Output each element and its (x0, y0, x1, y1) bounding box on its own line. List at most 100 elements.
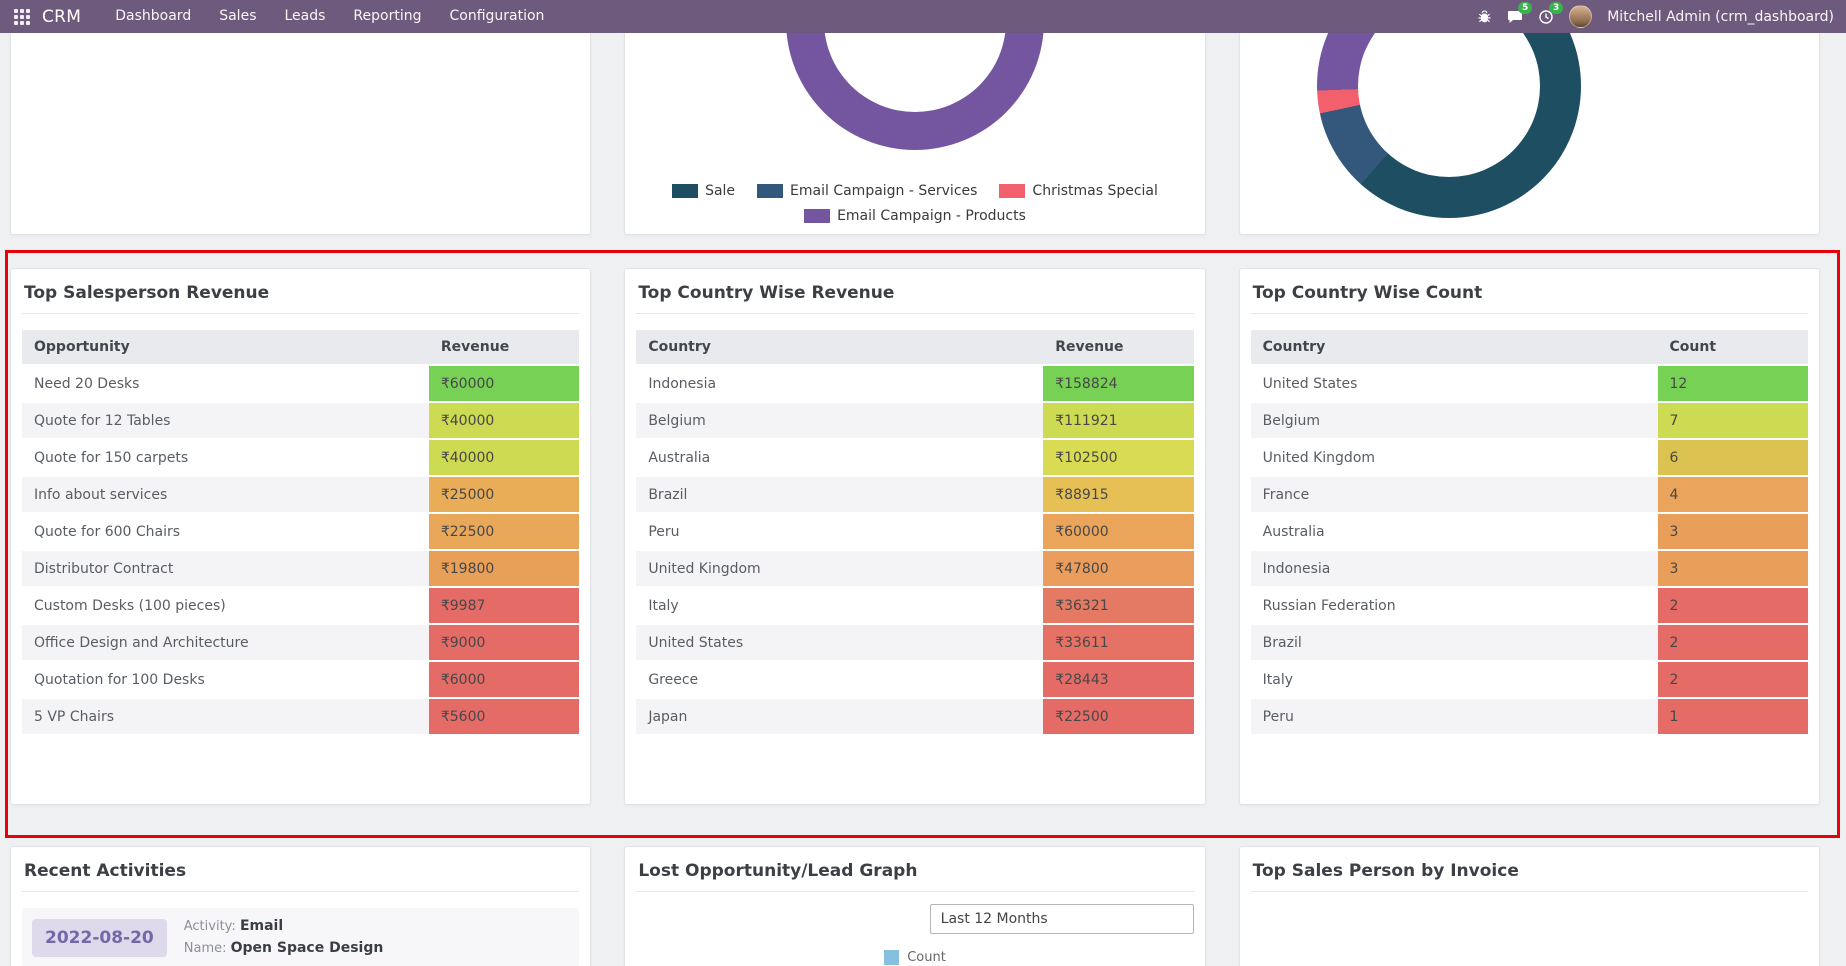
menu-sales[interactable]: Sales (219, 8, 257, 24)
legend-swatch (757, 184, 784, 198)
table-row: Quote for 600 Chairs ₹22500 (22, 513, 580, 551)
activities-clock-icon[interactable]: 3 (1538, 1, 1564, 25)
top-navbar: CRM Dashboard Sales Leads Reporting Conf… (0, 0, 1846, 33)
row-label: Belgium (636, 402, 1044, 440)
table-row: Greece ₹28443 (636, 661, 1194, 699)
card-title: Lost Opportunity/Lead Graph (636, 861, 1194, 892)
activity-list-item: 2022-08-20 Activity: Email Name: Open Sp… (22, 908, 580, 966)
country-donut-chart (1317, 33, 1582, 218)
period-filter-select[interactable]: Last 12 Months (929, 904, 1194, 934)
menu-reporting[interactable]: Reporting (353, 8, 422, 24)
table-row: Quotation for 100 Desks ₹6000 (22, 661, 580, 699)
apps-grid-icon[interactable] (14, 8, 30, 25)
row-label: France (1250, 476, 1658, 514)
row-value: 2 (1657, 624, 1808, 662)
table-row: Australia ₹102500 (636, 439, 1194, 477)
card-title: Top Country Wise Revenue (636, 283, 1194, 314)
campaign-donut-chart (785, 33, 1044, 150)
column-header-country: Country (1250, 330, 1658, 366)
campaign-donut-card: Sale Email Campaign - Services Christmas… (624, 33, 1206, 235)
row-value: ₹28443 (1043, 661, 1194, 699)
row-label: Russian Federation (1250, 587, 1658, 625)
table-row: 5 VP Chairs ₹5600 (22, 698, 580, 736)
table-row: Indonesia 3 (1250, 550, 1808, 588)
row-value: 3 (1657, 550, 1808, 588)
row-value: ₹36321 (1043, 587, 1194, 625)
legend-swatch (672, 184, 699, 198)
table-row: Belgium 7 (1250, 402, 1808, 440)
row-value: ₹5600 (428, 698, 580, 736)
row-value: 1 (1657, 698, 1808, 736)
table-row: Need 20 Desks ₹60000 (22, 365, 580, 403)
row-value: ₹47800 (1043, 550, 1194, 588)
row-value: 6 (1657, 439, 1808, 477)
activity-type-label: Activity: (183, 919, 236, 934)
activities-badge: 3 (1548, 1, 1564, 15)
top-salesperson-invoice-card: Top Sales Person by Invoice (1238, 846, 1820, 966)
card-title: Top Salesperson Revenue (22, 283, 580, 314)
row-value: ₹88915 (1043, 476, 1194, 514)
legend-item-christmas-special[interactable]: Christmas Special (999, 183, 1158, 199)
menu-configuration[interactable]: Configuration (449, 8, 545, 24)
row-value: ₹25000 (428, 476, 580, 514)
row-label: Brazil (1250, 624, 1658, 662)
table-row: Office Design and Architecture ₹9000 (22, 624, 580, 662)
legend-label: Email Campaign - Services (790, 183, 978, 199)
table-row: France 4 (1250, 476, 1808, 514)
row-label: Indonesia (1250, 550, 1658, 588)
row-value: 7 (1657, 402, 1808, 440)
row-label: Australia (636, 439, 1044, 477)
table-row: Distributor Contract ₹19800 (22, 550, 580, 588)
card-title: Top Sales Person by Invoice (1250, 861, 1808, 892)
table-row: Quote for 150 carpets ₹40000 (22, 439, 580, 477)
row-label: Distributor Contract (22, 550, 429, 588)
menu-dashboard[interactable]: Dashboard (115, 8, 192, 24)
activity-type-value: Email (239, 918, 284, 934)
table-row: United States 12 (1250, 365, 1808, 403)
table-row: United Kingdom ₹47800 (636, 550, 1194, 588)
app-brand[interactable]: CRM (42, 6, 82, 27)
table-row: Custom Desks (100 pieces) ₹9987 (22, 587, 580, 625)
legend-swatch (884, 950, 900, 965)
column-header-count: Count (1657, 330, 1808, 366)
row-value: ₹33611 (1043, 624, 1194, 662)
legend-item-email-services[interactable]: Email Campaign - Services (757, 183, 977, 199)
column-header-revenue: Revenue (1043, 330, 1194, 366)
row-value: ₹19800 (428, 550, 580, 588)
messages-badge: 5 (1517, 1, 1533, 15)
row-value: ₹22500 (428, 513, 580, 551)
legend-swatch (804, 209, 831, 223)
row-value: 12 (1657, 365, 1808, 403)
table-row: United States ₹33611 (636, 624, 1194, 662)
legend-item-sale[interactable]: Sale (672, 183, 735, 199)
card-title: Recent Activities (22, 861, 580, 892)
lost-graph-legend[interactable]: Count (636, 950, 1193, 965)
menu-leads[interactable]: Leads (284, 8, 326, 24)
row-value: ₹60000 (428, 365, 580, 403)
country-donut-card (1238, 33, 1820, 235)
row-label: United Kingdom (636, 550, 1044, 588)
row-value: ₹6000 (428, 661, 580, 699)
row-label: Quote for 600 Chairs (22, 513, 429, 551)
row-label: Indonesia (636, 365, 1044, 403)
legend-label: Count (907, 950, 946, 965)
campaign-chart-legend: Sale Email Campaign - Services Christmas… (625, 174, 1204, 224)
legend-label: Christmas Special (1032, 183, 1158, 199)
row-value: ₹22500 (1043, 698, 1194, 736)
row-value: 3 (1657, 513, 1808, 551)
debug-bug-icon[interactable] (1477, 9, 1492, 24)
messages-icon[interactable]: 5 (1507, 1, 1533, 25)
row-label: Greece (636, 661, 1044, 699)
legend-label: Sale (705, 183, 736, 199)
user-avatar[interactable] (1569, 5, 1593, 28)
table-row: Italy 2 (1250, 661, 1808, 699)
table-row: United Kingdom 6 (1250, 439, 1808, 477)
user-menu[interactable]: Mitchell Admin (crm_dashboard) (1607, 8, 1834, 25)
table-row: Russian Federation 2 (1250, 587, 1808, 625)
table-row: Quote for 12 Tables ₹40000 (22, 402, 580, 440)
row-label: Custom Desks (100 pieces) (22, 587, 429, 625)
column-header-opportunity: Opportunity (22, 330, 429, 366)
row-label: Italy (1250, 661, 1658, 699)
top-salesperson-revenue-card: Top Salesperson Revenue Opportunity Reve… (10, 268, 592, 805)
legend-item-email-products[interactable]: Email Campaign - Products (804, 208, 1026, 224)
